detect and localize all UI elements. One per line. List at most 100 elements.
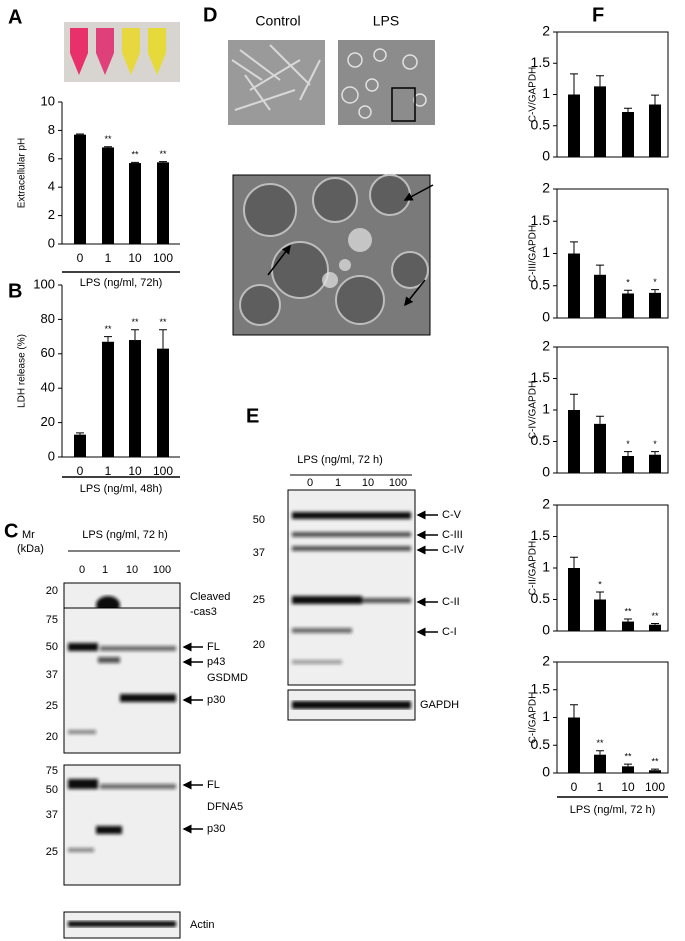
- y-tick-label: 0.5: [531, 432, 551, 448]
- x-tick-label: 100: [153, 464, 173, 478]
- error-bar: [76, 133, 84, 135]
- bar: [649, 454, 661, 473]
- y-tick-label: 1: [542, 85, 550, 101]
- y-tick-label: 1.5: [531, 212, 551, 228]
- panel-label: B: [8, 280, 22, 302]
- y-tick-label: 0: [542, 764, 550, 780]
- micrograph: [228, 40, 435, 336]
- lane-label: 0: [79, 564, 85, 576]
- bar: [102, 147, 114, 244]
- marker-label: 20: [253, 639, 265, 651]
- band-label: -cas3: [190, 606, 217, 618]
- y-tick-label: 1.5: [531, 54, 551, 70]
- significance: **: [104, 324, 112, 334]
- bar: [649, 292, 661, 318]
- error-bar: [570, 393, 578, 410]
- y-tick-label: 0.5: [531, 736, 551, 752]
- bar: [622, 112, 634, 157]
- y-tick-label: 10: [41, 93, 55, 108]
- marker-label: 75: [46, 614, 58, 626]
- x-tick-label: 100: [153, 251, 173, 265]
- blot-header: LPS (ng/ml, 72 h): [82, 529, 168, 541]
- significance: *: [626, 439, 630, 449]
- error-bar: [651, 289, 659, 293]
- bar: [594, 86, 606, 157]
- bar: [649, 770, 661, 773]
- blot: [63, 582, 181, 939]
- bar: [622, 766, 634, 773]
- error-bar: [104, 336, 112, 342]
- significance: *: [598, 579, 602, 589]
- marker-label: 50: [46, 641, 58, 653]
- panel-label: A: [8, 6, 22, 28]
- error-bar: [131, 161, 139, 164]
- bar: [594, 754, 606, 773]
- significance: **: [624, 751, 632, 761]
- significance: **: [104, 134, 112, 144]
- error-bar: [570, 241, 578, 254]
- marker-label: 50: [253, 514, 265, 526]
- significance: *: [653, 277, 657, 287]
- blot-header: LPS (ng/ml, 72 h): [297, 454, 383, 466]
- y-tick-label: 2: [48, 207, 55, 222]
- x-tick-label: 0: [571, 780, 578, 794]
- band-label: C-IV: [442, 544, 465, 556]
- marker-label: 20: [46, 731, 58, 743]
- y-tick-label: 0.5: [531, 590, 551, 606]
- band-label: DFNA5: [207, 801, 243, 813]
- y-tick-label: 1: [542, 401, 550, 417]
- error-bar: [624, 763, 632, 767]
- error-bar: [596, 591, 604, 600]
- panel-label: C: [4, 520, 18, 542]
- lane-label: 100: [389, 477, 407, 489]
- error-bar: [596, 415, 604, 424]
- error-bar: [624, 107, 632, 112]
- bar: [568, 94, 580, 157]
- bar: [649, 104, 661, 157]
- error-bar: [159, 329, 167, 349]
- significance: **: [596, 738, 604, 748]
- significance: **: [131, 150, 139, 160]
- y-axis-label: C-IV/GAPDH: [528, 381, 539, 439]
- error-bar: [159, 161, 167, 163]
- y-tick-label: 1: [542, 244, 550, 260]
- lane-label: 0: [307, 477, 313, 489]
- error-bar: [104, 146, 112, 148]
- panel-label: E: [246, 405, 259, 427]
- bar: [74, 134, 86, 244]
- y-tick-label: 4: [48, 179, 55, 194]
- band-label: C-III: [442, 529, 463, 541]
- lane-label: 100: [153, 564, 171, 576]
- band-label: p30: [207, 694, 225, 706]
- x-tick-label: 1: [597, 780, 604, 794]
- error-bar: [596, 264, 604, 275]
- band-label: p43: [207, 656, 225, 668]
- significance: **: [159, 149, 167, 159]
- blot: [287, 489, 416, 721]
- bar: [568, 717, 580, 773]
- error-bar: [596, 75, 604, 87]
- lane-label: 1: [102, 564, 108, 576]
- y-tick-label: 80: [41, 311, 55, 326]
- mr-label: Mr: [22, 529, 35, 541]
- bar: [594, 274, 606, 318]
- y-tick-label: 2: [542, 338, 550, 354]
- y-tick-label: 2: [542, 180, 550, 196]
- band-label: C-V: [442, 509, 462, 521]
- panel-label: D: [203, 4, 217, 26]
- y-tick-label: 0: [542, 464, 550, 480]
- marker-label: 20: [46, 585, 58, 597]
- marker-label: 25: [253, 594, 265, 606]
- x-tick-label: 1: [105, 464, 112, 478]
- marker-label: 25: [46, 700, 58, 712]
- error-bar: [651, 622, 659, 625]
- y-tick-label: 0.5: [531, 276, 551, 292]
- bar: [74, 434, 86, 457]
- error-bar: [624, 618, 632, 622]
- y-tick-label: 20: [41, 414, 55, 429]
- y-axis-label: LDH release (%): [17, 334, 28, 408]
- y-axis-label: C-V/GAPDH: [528, 67, 539, 123]
- x-axis-label: LPS (ng/ml, 72h): [80, 277, 163, 289]
- y-axis-label: C-III/GAPDH: [528, 225, 539, 282]
- bar: [129, 340, 141, 457]
